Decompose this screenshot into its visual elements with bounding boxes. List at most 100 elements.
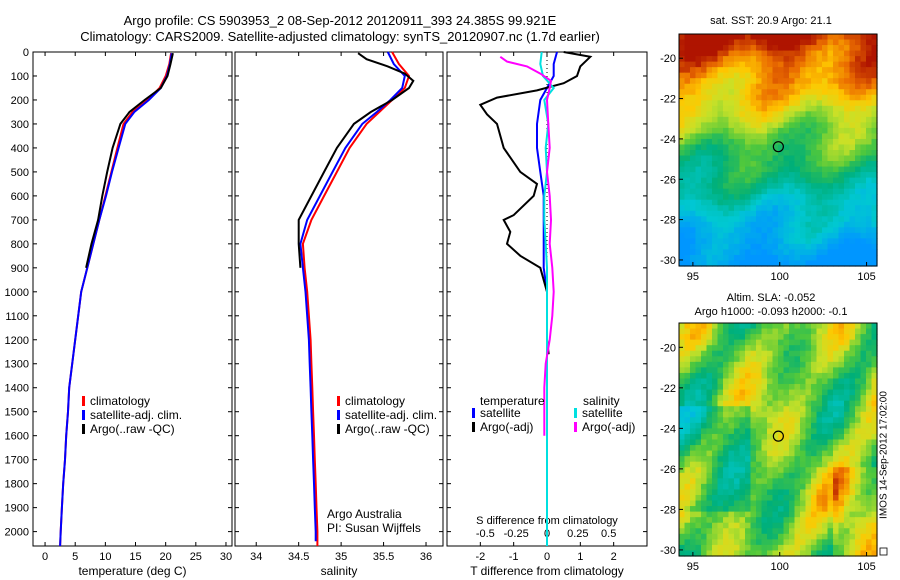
- sst-map-cell: [778, 127, 785, 135]
- sla-map-cell: [833, 450, 840, 457]
- sst-map-cell: [789, 177, 796, 184]
- sst-map-cell: [849, 260, 856, 267]
- sla-map-cell: [756, 350, 763, 357]
- sst-map-cell: [701, 105, 708, 112]
- sst-map-cell: [745, 100, 752, 107]
- sla-map-cell: [827, 500, 834, 507]
- sst-map-cell: [761, 138, 768, 146]
- sst-map-cell: [761, 56, 768, 63]
- sst-map-cell: [800, 177, 807, 184]
- sla-map-cell: [871, 478, 878, 485]
- sst-map-cell: [723, 232, 730, 239]
- depth-tick-label: 1900: [5, 503, 29, 515]
- sla-map-cell: [849, 389, 856, 396]
- sst-map-cell: [728, 94, 735, 101]
- diff-legend-label: satellite: [582, 406, 623, 420]
- sla-map-cell: [761, 422, 768, 430]
- sla-map-cell: [789, 378, 796, 385]
- sla-map-cell: [734, 528, 741, 535]
- sla-map-cell: [701, 461, 708, 468]
- sla-map-cell: [778, 445, 785, 452]
- sst-map-cell: [838, 150, 845, 157]
- sla-map-cell: [684, 356, 691, 363]
- sst-map-cell: [822, 34, 829, 41]
- sst-map-cell: [728, 232, 735, 239]
- sla-map-cell: [690, 506, 697, 513]
- sla-map-cell: [794, 422, 801, 430]
- sst-map-cell: [816, 83, 823, 90]
- sla-map-cell: [679, 461, 686, 468]
- sla-map-cell: [712, 489, 719, 496]
- sla-map-cell: [690, 328, 697, 335]
- sla-map-cell: [750, 328, 757, 335]
- sla-map-cell: [816, 522, 823, 529]
- sla-map-cell: [866, 461, 873, 468]
- sla-map-cell: [849, 323, 856, 330]
- sst-map-cell: [871, 144, 878, 151]
- sst-map-cell: [789, 67, 796, 74]
- sst-map-cell: [849, 155, 856, 162]
- sla-map-cell: [761, 417, 768, 424]
- sst-map-cell: [805, 34, 812, 41]
- sla-map-cell: [756, 483, 763, 491]
- sst-map-cell: [750, 45, 757, 52]
- sla-map-cell: [805, 445, 812, 452]
- sla-map-cell: [717, 428, 724, 435]
- sla-map-cell: [706, 539, 713, 546]
- sla-map-ytick-label: -26: [660, 464, 676, 476]
- sst-map-cell: [827, 150, 834, 157]
- sst-map-cell: [734, 205, 741, 212]
- sst-map-cell: [712, 188, 719, 195]
- sst-map-cell: [772, 67, 779, 74]
- sst-map-cell: [778, 105, 785, 112]
- sst-map-cell: [690, 194, 697, 201]
- sla-map-cell: [706, 334, 713, 341]
- sst-map-cell: [783, 144, 790, 151]
- sla-map-cell: [800, 539, 807, 546]
- sst-map-cell: [745, 34, 752, 41]
- sla-map-cell: [690, 372, 697, 380]
- sla-map-cell: [695, 395, 702, 402]
- sst-map-cell: [756, 254, 763, 262]
- sla-map-cell: [706, 494, 713, 502]
- sst-map-cell: [717, 45, 724, 52]
- sst-map-cell: [739, 199, 746, 206]
- sla-map-cell: [794, 372, 801, 380]
- sla-map-cell: [783, 500, 790, 507]
- sst-map-cell: [844, 205, 851, 212]
- sla-map-cell: [772, 478, 779, 485]
- sla-map-cell: [871, 367, 878, 374]
- sla-map-cell: [778, 400, 785, 407]
- sst-map-cell: [767, 227, 774, 234]
- sst-map-cell: [739, 45, 746, 52]
- sst-map-cell: [789, 94, 796, 101]
- sla-map-cell: [816, 400, 823, 407]
- sla-map-cell: [712, 356, 719, 363]
- sst-map-cell: [750, 249, 757, 256]
- sla-map-cell: [679, 367, 686, 374]
- sst-map-cell: [866, 127, 873, 135]
- sst-map-cell: [822, 133, 829, 140]
- sst-map-cell: [822, 127, 829, 135]
- sst-map-cell: [849, 227, 856, 234]
- sla-map-cell: [734, 467, 741, 474]
- sst-map-cell: [871, 238, 878, 245]
- sla-map-cell: [800, 356, 807, 363]
- sla-map-cell: [849, 433, 856, 441]
- sla-map-cell: [783, 367, 790, 374]
- sla-map-cell: [838, 361, 845, 368]
- sst-map-cell: [871, 249, 878, 256]
- sla-map-cell: [695, 461, 702, 468]
- sst-map-cell: [767, 216, 774, 223]
- sla-map-cell: [871, 494, 878, 502]
- temperature-series-argo-raw-qc-: [85, 52, 174, 269]
- imos-logo-box: [879, 547, 888, 556]
- sla-map-cell: [860, 528, 867, 535]
- sla-map-ytick-label: -20: [660, 342, 676, 354]
- sla-map-cell: [695, 350, 702, 357]
- sst-map-cell: [695, 34, 702, 41]
- sla-map-cell: [761, 517, 768, 524]
- sla-map-cell: [750, 461, 757, 468]
- sst-map-cell: [860, 260, 867, 267]
- sst-map-cell: [712, 67, 719, 74]
